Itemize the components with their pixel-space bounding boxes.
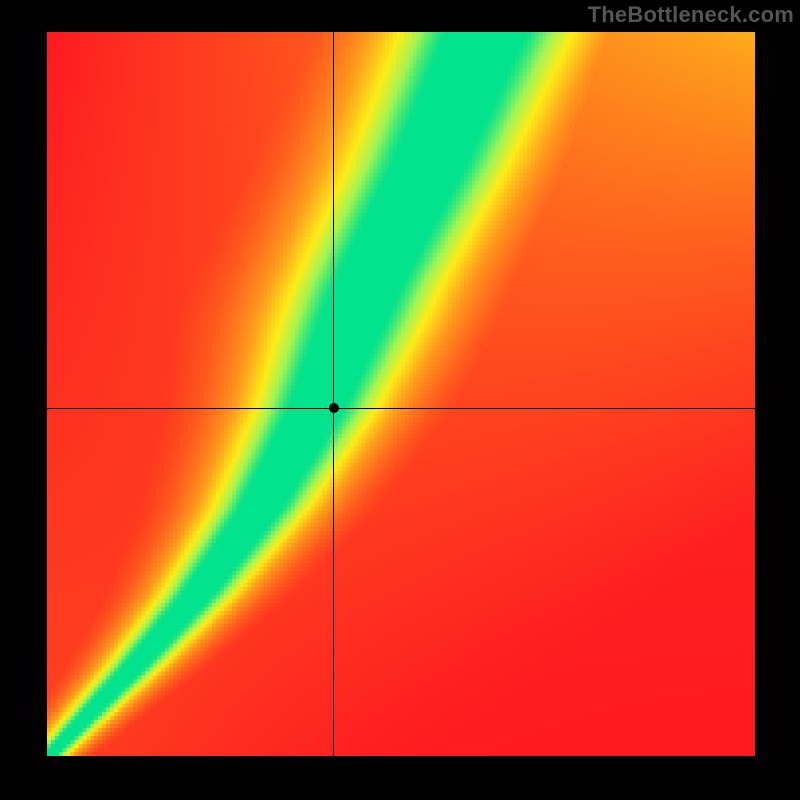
heatmap-canvas (47, 32, 755, 756)
crosshair-vertical (333, 32, 334, 756)
attribution-text: TheBottleneck.com (588, 0, 800, 32)
chart-root: TheBottleneck.com (0, 0, 800, 800)
plot-frame (47, 32, 755, 756)
crosshair-horizontal (47, 408, 755, 409)
